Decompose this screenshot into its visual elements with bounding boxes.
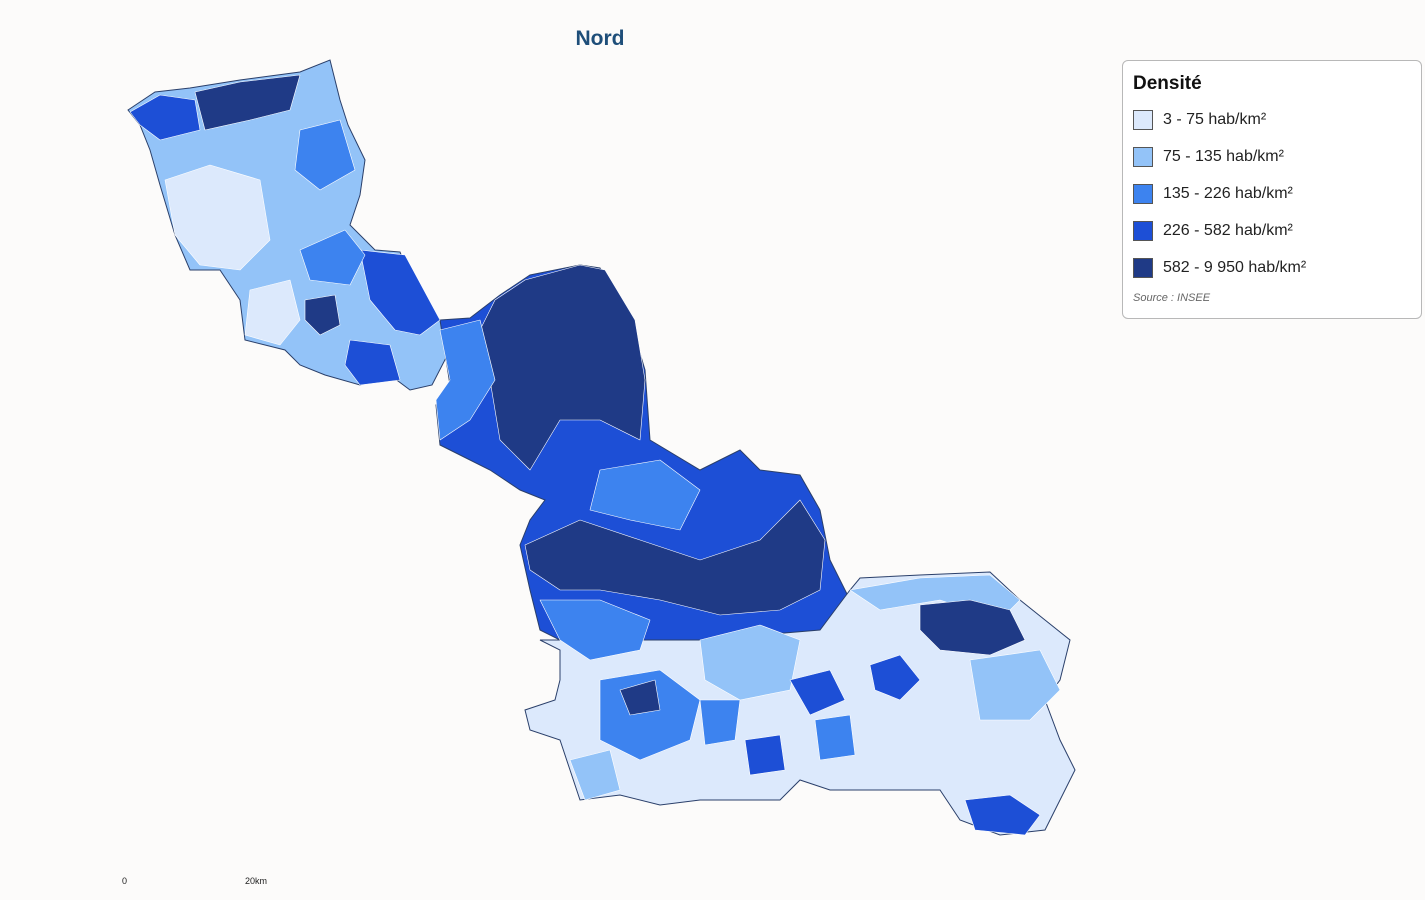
commune-area [359, 249, 441, 336]
commune-area [569, 749, 621, 801]
commune-area [294, 119, 356, 191]
legend-label: 135 - 226 hab/km² [1163, 184, 1293, 202]
commune-area [299, 229, 366, 286]
commune-area [194, 74, 301, 131]
legend-swatch [1133, 220, 1153, 241]
legend-item: 75 - 135 hab/km² [1133, 138, 1411, 175]
commune-area [964, 794, 1041, 836]
commune-area [244, 279, 301, 346]
commune-area [814, 714, 856, 761]
scale-end: 20km [245, 876, 268, 886]
legend: Densité 3 - 75 hab/km² 75 - 135 hab/km² 13… [1122, 60, 1422, 319]
legend-swatch [1133, 257, 1153, 278]
source: Source : INSEE [1133, 292, 1211, 304]
commune-area [789, 669, 846, 716]
map-title: Nord [575, 27, 625, 50]
legend-label: 582 - 9 950 hab/km² [1163, 258, 1307, 276]
legend-swatch [1133, 146, 1153, 167]
commune-area [304, 294, 341, 336]
commune-area [127, 59, 451, 391]
legend-swatch [1133, 183, 1153, 204]
legend-item: 582 - 9 950 hab/km² [1133, 249, 1411, 286]
legend-title: Densité [1133, 73, 1202, 94]
commune-area [699, 624, 801, 701]
commune-area [539, 599, 651, 661]
scale-start: 0 [122, 876, 128, 886]
legend-label: 3 - 75 hab/km² [1163, 110, 1267, 128]
legend-item: 226 - 582 hab/km² [1133, 212, 1411, 249]
legend-item: 135 - 226 hab/km² [1133, 175, 1411, 212]
commune-area [524, 499, 826, 616]
commune-area [969, 649, 1061, 721]
legend-label: 75 - 135 hab/km² [1163, 147, 1284, 165]
commune-area [129, 94, 201, 141]
commune-area [164, 164, 271, 271]
commune-area [919, 599, 1026, 656]
commune-area [435, 319, 496, 441]
commune-area [589, 459, 701, 531]
commune-area [699, 699, 741, 746]
commune-area [869, 654, 921, 701]
legend-label: 226 - 582 hab/km² [1163, 221, 1293, 239]
commune-area [619, 679, 661, 716]
legend-swatch [1133, 109, 1153, 130]
commune-area [344, 339, 401, 386]
legend-item: 3 - 75 hab/km² [1133, 101, 1411, 138]
commune-area [744, 734, 786, 776]
commune-area [469, 264, 646, 471]
